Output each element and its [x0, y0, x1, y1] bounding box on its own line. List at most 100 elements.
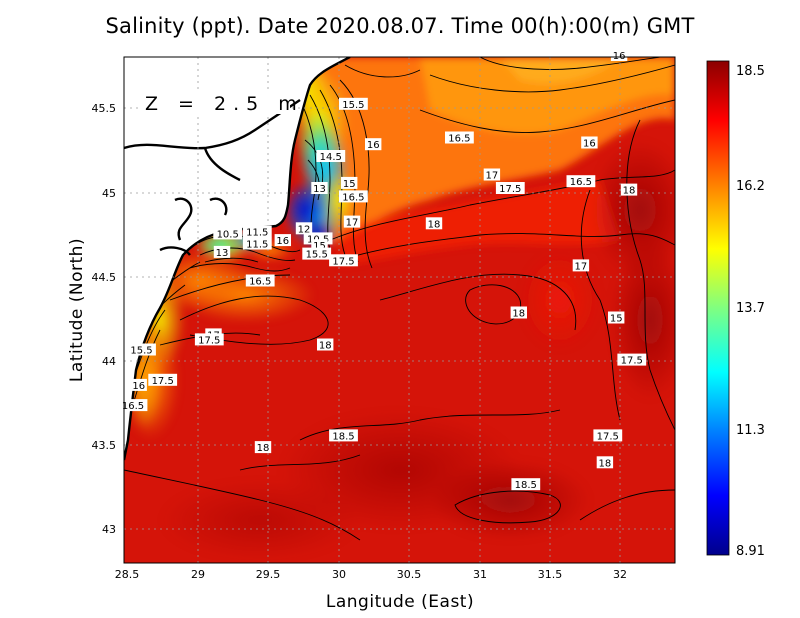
contour-label-text: 15 — [610, 314, 623, 325]
contour-label-box — [242, 237, 272, 250]
contour-label-box — [130, 378, 147, 391]
contour-label-text: 15.5 — [130, 346, 152, 357]
contour-label: 17.5 — [148, 373, 178, 387]
contour-label: 17.5 — [194, 333, 224, 346]
x-tick-labels: 28.5 29 29.5 30 30.5 31 31.5 32 — [115, 568, 627, 581]
contour-label: 11.5 — [242, 237, 272, 251]
contour-label-text: 18 — [623, 186, 636, 197]
contour-label-text: 14.5 — [320, 152, 342, 163]
contour-label-box — [610, 49, 628, 61]
contour-label: 18.5 — [511, 478, 541, 491]
contour-label-box — [572, 259, 590, 272]
y-tick-label: 44 — [102, 355, 116, 368]
contour-label-box — [425, 217, 443, 230]
contour-label-box — [118, 399, 148, 412]
contour-label: 16 — [274, 234, 291, 247]
contour-label-box — [445, 131, 474, 144]
contour-label-text: 17.5 — [499, 184, 521, 195]
contour-label-text: 18 — [319, 341, 332, 352]
contour-label-text: 17.5 — [198, 335, 220, 346]
contour-label: 15 — [608, 311, 625, 325]
contour-label: 16.5 — [566, 175, 596, 188]
colorbar-tick-label: 13.7 — [736, 301, 765, 316]
contour-label-box — [365, 138, 382, 151]
x-tick-label: 31.5 — [538, 568, 563, 581]
contour-label-box — [213, 245, 231, 258]
contour-label-text: 16.5 — [122, 401, 144, 412]
contour-label: 18 — [596, 456, 614, 469]
contour-label-text: 11.5 — [246, 240, 268, 251]
contour-label-box — [245, 274, 275, 287]
contour-label: 17.5 — [617, 353, 647, 367]
contour-label: 16 — [581, 136, 598, 150]
contour-label-text: 13 — [216, 248, 229, 259]
contour-label: 18 — [254, 441, 272, 454]
contour-label-box — [339, 190, 368, 203]
contour-label-text: 18 — [257, 443, 270, 454]
contour-label-box — [295, 222, 313, 235]
contour-label-text: 16 — [132, 381, 145, 392]
contour-label-box — [311, 182, 328, 194]
y-tick-label: 45.5 — [92, 102, 117, 115]
contour-label-box — [608, 311, 625, 324]
contour-label-box — [343, 215, 361, 228]
y-tick-label: 45 — [102, 187, 116, 200]
contour-label: 12 — [295, 222, 313, 235]
contour-label-text: 17.5 — [621, 356, 643, 367]
contour-label: 16.5 — [118, 399, 148, 412]
contour-label: 17.5 — [495, 182, 525, 195]
colorbar-tick-label: 16.2 — [736, 179, 765, 194]
contour-label-box — [620, 183, 638, 196]
contour-label: 15 — [341, 176, 358, 190]
y-tick-label: 43.5 — [92, 439, 117, 452]
contour-label: 15.5 — [127, 343, 156, 357]
y-tick-labels: 43 43.5 44 44.5 45 45.5 — [92, 102, 117, 536]
colorbar — [706, 60, 730, 556]
depth-label: Z = 2.5 m — [145, 93, 304, 115]
contour-label-text: 18 — [599, 458, 612, 469]
contour-label-text: 15 — [343, 179, 356, 190]
contour-label: 18 — [510, 306, 527, 320]
contour-label-text: 16.5 — [249, 277, 271, 288]
x-tick-label: 28.5 — [115, 568, 140, 581]
y-tick-label: 43 — [102, 523, 116, 536]
contour-label: 14.5 — [316, 150, 346, 163]
contour-label-text: 17.5 — [332, 256, 354, 267]
contour-label-text: 16 — [583, 139, 596, 150]
depth-label-box — [140, 92, 290, 114]
contour-label: 16 — [365, 138, 382, 151]
contour-label: 16 — [130, 378, 147, 392]
contour-label-text: 11.5 — [246, 228, 268, 239]
colorbar-tick-label: 18.5 — [736, 64, 765, 79]
contour-label: 15.5 — [302, 247, 332, 261]
contour-label: 15.5 — [339, 97, 368, 111]
contour-label-box — [329, 429, 358, 442]
contour-label-box — [254, 441, 272, 454]
salinity-field — [124, 57, 675, 563]
plot-frame — [123, 56, 676, 564]
contour-label-text: 16.5 — [448, 134, 470, 145]
land-masses — [124, 57, 350, 460]
contour-label: 18 — [425, 217, 443, 230]
contour-label: 16.5 — [339, 190, 368, 203]
x-tick-label: 30 — [332, 568, 346, 581]
contour-label-box — [341, 176, 358, 189]
contour-label-box — [483, 168, 501, 181]
contour-label: 18 — [620, 183, 638, 197]
contour-label-text: 12 — [298, 224, 311, 235]
contour-label: 13 — [213, 245, 231, 259]
contour-label-text: 10.5 — [217, 229, 239, 240]
contour-label-box — [596, 456, 614, 469]
contour-label: 17 — [572, 259, 590, 272]
contour-label-box — [593, 429, 623, 442]
contour-label: 10.5 — [213, 227, 243, 240]
x-tick-label: 31 — [473, 568, 487, 581]
contour-label-text: 18 — [428, 219, 441, 230]
y-axis-label: Latitude (North) — [67, 238, 87, 382]
contour-label: 17.5 — [329, 254, 358, 267]
contour-label-box — [329, 254, 358, 267]
contour-label-box — [510, 306, 527, 319]
contour-label-box — [511, 478, 541, 491]
contour-label-text: 17.5 — [152, 376, 174, 387]
